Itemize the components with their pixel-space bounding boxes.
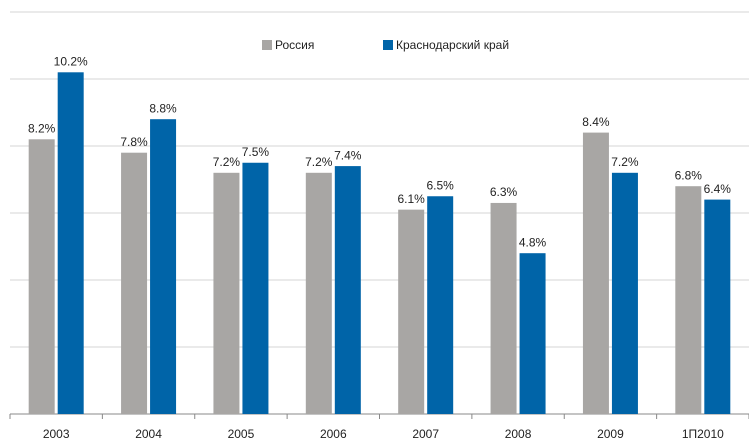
bar	[213, 172, 240, 414]
bar	[490, 202, 517, 414]
bar	[57, 72, 84, 415]
x-tick-label: 2008	[505, 427, 532, 441]
bar	[398, 209, 425, 414]
bar	[121, 152, 148, 414]
value-label: 4.8%	[519, 235, 547, 249]
value-label: 6.4%	[704, 182, 732, 196]
value-label: 10.2%	[54, 54, 88, 68]
legend-label: Краснодарский край	[396, 38, 509, 52]
x-tick-label: 2006	[320, 427, 347, 441]
value-label: 6.1%	[398, 192, 426, 206]
value-label: 8.4%	[582, 115, 610, 129]
value-label: 6.8%	[675, 168, 703, 182]
value-label: 6.3%	[490, 185, 518, 199]
x-tick-label: 1П2010	[682, 427, 724, 441]
bar	[150, 119, 177, 414]
bar	[334, 166, 361, 414]
x-tick-label: 2004	[135, 427, 162, 441]
bar	[519, 253, 546, 414]
bar	[704, 199, 731, 414]
legend-swatch	[262, 40, 272, 50]
x-tick-label: 2005	[228, 427, 255, 441]
value-label: 8.2%	[28, 121, 56, 135]
value-label: 7.5%	[242, 145, 270, 159]
value-label: 7.2%	[213, 155, 241, 169]
legend-label: Россия	[275, 38, 314, 52]
value-label: 7.2%	[305, 155, 333, 169]
value-label: 7.8%	[120, 135, 148, 149]
value-label: 8.8%	[149, 101, 177, 115]
x-tick-label: 2007	[412, 427, 439, 441]
value-label: 7.4%	[334, 148, 362, 162]
bar	[427, 196, 454, 414]
value-label: 6.5%	[427, 178, 455, 192]
legend-swatch	[383, 40, 393, 50]
bar	[28, 139, 55, 415]
value-label: 7.2%	[611, 155, 639, 169]
bar	[611, 172, 638, 414]
bar	[582, 132, 609, 414]
bar	[242, 162, 269, 414]
x-tick-label: 2003	[43, 427, 70, 441]
x-tick-label: 2009	[597, 427, 624, 441]
bar	[675, 186, 702, 414]
bar	[305, 172, 332, 414]
